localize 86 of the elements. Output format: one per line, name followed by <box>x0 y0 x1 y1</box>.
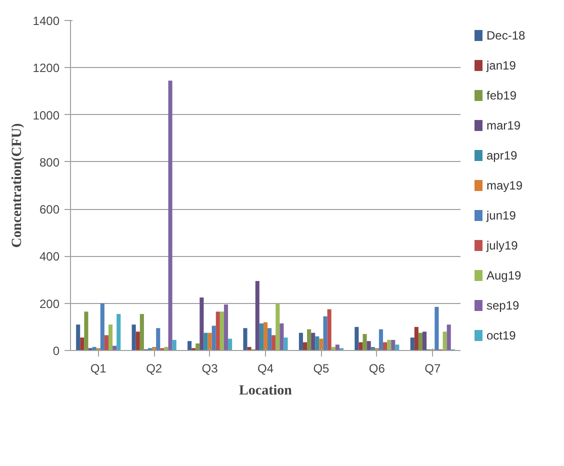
x-axis-title: Location <box>239 384 292 398</box>
x-tick-label: Q5 <box>313 362 330 376</box>
bar <box>84 312 88 350</box>
legend-label: feb19 <box>486 88 517 102</box>
bar <box>156 328 160 350</box>
bar <box>280 323 284 350</box>
bar <box>212 326 216 350</box>
bar <box>172 340 176 350</box>
bar <box>108 324 113 350</box>
bar <box>311 332 316 350</box>
bar <box>76 324 80 350</box>
bar <box>362 334 367 350</box>
bar <box>414 326 418 350</box>
y-tick-label: 600 <box>39 202 60 217</box>
bar <box>140 314 144 350</box>
bar <box>136 332 140 350</box>
bar <box>315 336 320 350</box>
bar <box>284 338 288 350</box>
bar <box>387 340 392 350</box>
bar <box>434 306 439 350</box>
legend-label: may19 <box>486 178 523 192</box>
bar <box>298 332 303 350</box>
bar <box>276 303 280 350</box>
bar <box>255 280 260 350</box>
bar <box>442 332 447 350</box>
bar <box>80 338 84 350</box>
legend-label: sep19 <box>486 298 520 312</box>
bar <box>196 343 200 350</box>
legend-label: jan19 <box>486 58 516 72</box>
bar <box>272 335 276 350</box>
y-tick-label: 1400 <box>32 14 60 28</box>
x-tick-label: Q4 <box>257 362 274 376</box>
bar <box>268 328 272 350</box>
bar <box>418 332 423 350</box>
bar <box>263 322 268 350</box>
bar <box>354 326 359 350</box>
bar <box>395 344 400 350</box>
bar <box>243 328 248 350</box>
y-tick-label: 1200 <box>32 61 60 76</box>
bar <box>208 332 212 350</box>
y-tick-label: 200 <box>39 296 60 311</box>
bar <box>204 332 208 350</box>
y-axis-title: Concentration(CFU) <box>10 122 25 248</box>
legend-label: july19 <box>486 238 518 252</box>
legend-label: oct19 <box>486 328 516 342</box>
bar <box>446 324 451 350</box>
bar <box>132 324 136 350</box>
bar <box>366 341 371 350</box>
bar <box>307 329 312 350</box>
bar <box>422 332 427 350</box>
bar <box>302 342 308 350</box>
bar <box>319 338 324 350</box>
legend-label: mar19 <box>486 118 521 132</box>
bar <box>188 341 192 350</box>
bar <box>378 329 384 350</box>
legend-label: jun19 <box>486 208 516 222</box>
y-tick-label: 400 <box>39 250 60 264</box>
bar <box>323 316 328 350</box>
bar <box>335 344 340 350</box>
x-tick-label: Q3 <box>202 362 218 376</box>
bar <box>200 297 204 350</box>
bar <box>164 346 168 350</box>
bar <box>100 303 104 350</box>
bar <box>224 304 228 350</box>
y-tick-label: 0 <box>52 344 60 358</box>
x-tick-label: Q1 <box>90 362 107 376</box>
bar <box>216 312 220 350</box>
bar <box>259 323 264 350</box>
bar <box>104 335 108 350</box>
x-tick-label: Q6 <box>368 362 386 376</box>
bar <box>168 80 172 350</box>
legend-label: Dec-18 <box>486 28 526 42</box>
legend-label: Aug19 <box>486 268 522 282</box>
y-tick-label: 1000 <box>32 108 60 122</box>
bar <box>220 312 224 350</box>
y-tick-label: 800 <box>39 155 60 170</box>
bar <box>391 340 396 350</box>
bar <box>228 338 232 350</box>
legend-label: apr19 <box>486 148 518 162</box>
bar <box>410 338 414 350</box>
bar <box>327 309 332 350</box>
bar <box>116 314 121 350</box>
x-tick-label: Q7 <box>424 362 441 376</box>
bar <box>383 342 388 350</box>
bar <box>358 342 363 350</box>
x-tick-label: Q2 <box>146 362 162 376</box>
